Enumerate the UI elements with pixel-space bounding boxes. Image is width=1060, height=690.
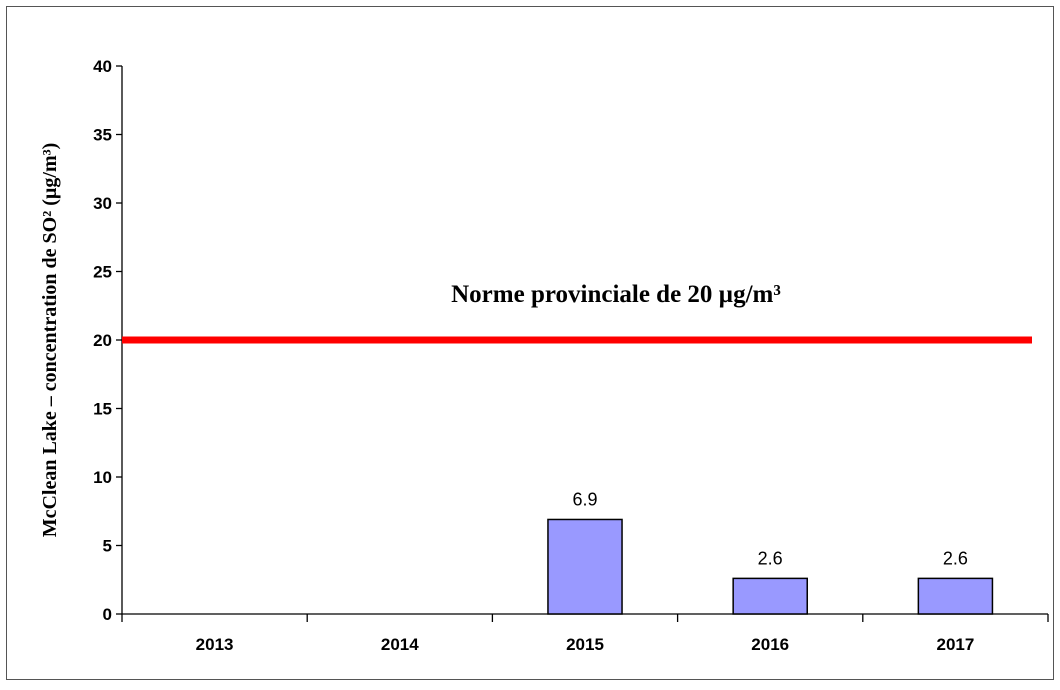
y-tick-label: 5	[103, 537, 112, 556]
data-label: 2.6	[758, 548, 783, 568]
x-tick-label: 2014	[381, 635, 419, 654]
y-tick-label: 25	[93, 263, 112, 282]
x-tick-label: 2013	[196, 635, 234, 654]
data-label: 2.6	[943, 548, 968, 568]
y-tick-label: 20	[93, 331, 112, 350]
bar	[917, 577, 994, 615]
y-tick-label: 15	[93, 400, 112, 419]
y-axis-label: McClean Lake – concentration de SO² (µg/…	[39, 143, 61, 538]
bar	[732, 577, 808, 615]
y-tick-label: 30	[93, 194, 112, 213]
reference-line-label: Norme provinciale de 20 µg/m³	[451, 281, 781, 308]
bar	[547, 518, 623, 615]
y-tick-label: 10	[93, 468, 112, 487]
y-tick-label: 0	[103, 605, 112, 624]
x-tick-label: 2017	[936, 635, 974, 654]
y-tick-label: 40	[93, 57, 112, 76]
plot-area: 0 5 10 15 20 25 30 35 40 2013 2014 2015 2016 2017 6.9 2…	[93, 57, 1049, 654]
y-tick-label: 35	[93, 126, 112, 145]
x-tick-label: 2015	[566, 635, 604, 654]
data-label: 6.9	[572, 489, 597, 509]
x-tick-label: 2016	[751, 635, 789, 654]
